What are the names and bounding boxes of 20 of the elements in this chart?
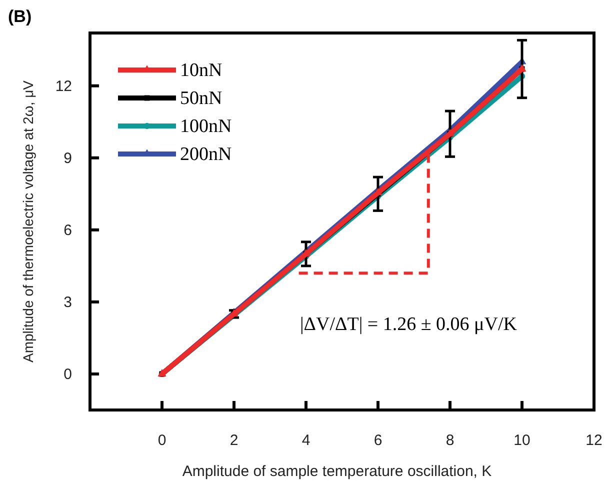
chart-title: (B)	[8, 7, 32, 26]
y-tick-label: 9	[64, 150, 72, 167]
legend-label: 200nN	[180, 144, 232, 165]
x-tick-label: 8	[446, 432, 454, 449]
x-tick-label: 12	[586, 432, 602, 449]
x-axis-title: Amplitude of sample temperature oscillation, K	[182, 463, 492, 480]
x-tick-label: 10	[514, 432, 530, 449]
legend-label: 50nN	[180, 88, 222, 109]
y-tick-label: 12	[55, 78, 72, 95]
x-tick-label: 2	[230, 432, 238, 449]
y-tick-label: 0	[64, 366, 72, 383]
x-tick-label: 6	[374, 432, 382, 449]
y-tick-label: 3	[64, 294, 72, 311]
x-tick-label: 0	[158, 432, 166, 449]
y-tick-label: 6	[64, 222, 72, 239]
y-axis-title: Amplitude of thermoelectric voltage at 2ω, μV	[20, 80, 36, 363]
annotation: |ΔV/ΔT| = 1.26 ± 0.06 μV/K	[300, 314, 518, 335]
legend-label: 10nN	[180, 60, 222, 81]
legend-label: 100nN	[180, 116, 232, 137]
x-tick-label: 4	[302, 432, 310, 449]
